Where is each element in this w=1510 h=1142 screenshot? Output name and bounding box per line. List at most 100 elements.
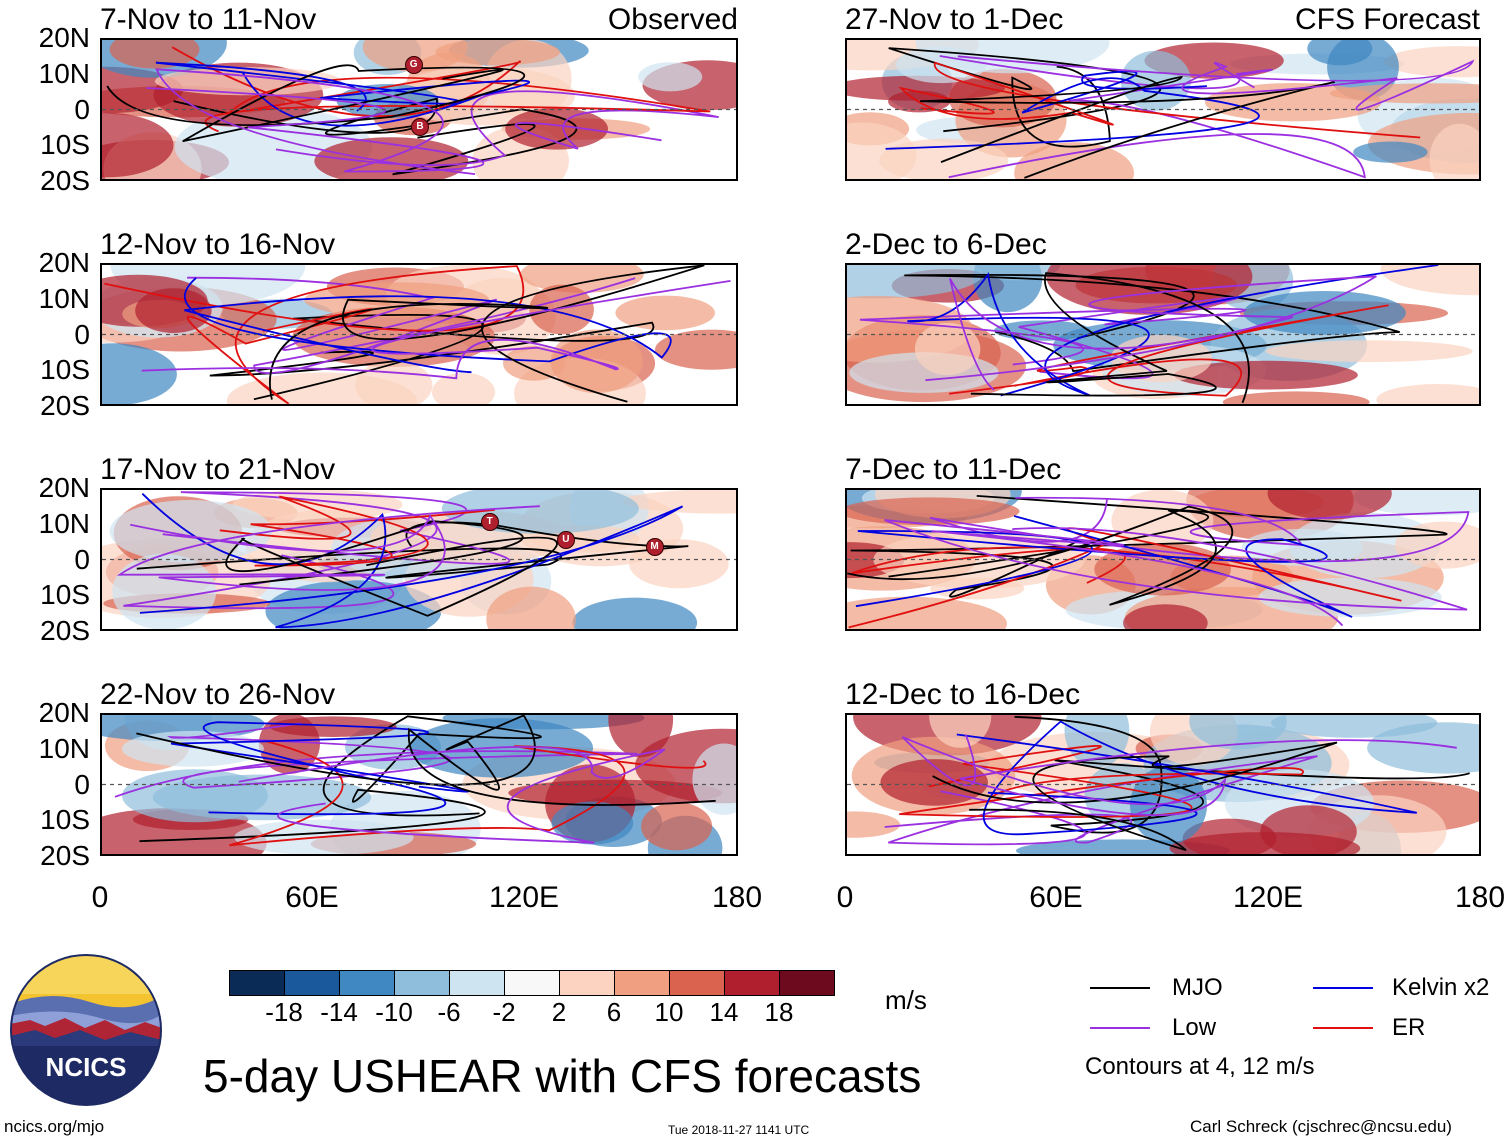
shear-blob — [929, 715, 992, 748]
map-panel-forecast-3 — [845, 488, 1481, 631]
lon-label-right-60e: 60E — [1029, 881, 1083, 914]
contour-line — [884, 755, 1318, 846]
shear-blob — [122, 769, 268, 823]
lon-label-left-0: 0 — [91, 881, 109, 914]
colorbar-tick-label: 10 — [654, 997, 684, 1027]
storm-marker: B — [411, 118, 429, 137]
shear-blob — [1169, 832, 1361, 854]
shear-blob — [135, 288, 212, 333]
footer-url[interactable]: ncics.org/mjo — [4, 1117, 105, 1136]
lat-label: 0 — [74, 318, 90, 350]
panel-title: 7-Dec to 11-Dec — [845, 453, 1062, 486]
contour-line — [956, 720, 1417, 836]
legend-line-er — [1313, 1027, 1373, 1029]
shear-blob — [112, 553, 217, 629]
map-panel-observed-2 — [100, 263, 738, 406]
legend-label-kelvin: Kelvin x2 — [1392, 974, 1490, 1001]
contour-line — [920, 75, 1336, 179]
contour-line — [957, 55, 1475, 111]
contour-line — [848, 527, 1402, 629]
colorbar-tick-label: -10 — [375, 997, 413, 1027]
lat-label: 10S — [40, 354, 90, 386]
contour-line — [116, 505, 540, 591]
lat-label: 20S — [40, 390, 90, 421]
shear-blob — [1429, 123, 1479, 179]
shear-blob — [508, 779, 723, 806]
contour-line — [884, 519, 1468, 627]
colorbar-swatch — [449, 970, 505, 996]
shear-shading — [102, 265, 736, 404]
contour-line — [114, 722, 638, 798]
contour-line — [123, 491, 511, 610]
contour-line — [141, 280, 731, 380]
lat-label: 10N — [38, 57, 90, 89]
colorbar-unit: m/s — [885, 985, 927, 1015]
colorbar-swatch — [559, 970, 615, 996]
shear-blob — [529, 284, 594, 335]
shear-shading — [847, 40, 1479, 179]
shear-blob — [847, 265, 983, 299]
contour-line — [850, 495, 1448, 598]
lat-label: 20N — [38, 472, 90, 503]
shear-blob — [102, 343, 177, 404]
lat-label: 20N — [38, 247, 90, 278]
colorbar-tick-label: 2 — [551, 997, 567, 1027]
contour-line — [970, 272, 1250, 404]
storm-marker: T — [480, 512, 499, 531]
panel-title: 17-Nov to 21-Nov — [100, 453, 336, 486]
lon-label-left-60e: 60E — [285, 881, 339, 914]
lon-label-left-120e: 120E — [488, 881, 560, 914]
contour-line — [907, 265, 1439, 397]
colorbar-swatch — [779, 970, 835, 996]
lon-label-right-120e: 120E — [1232, 881, 1304, 914]
legend-line-mjo — [1090, 987, 1150, 989]
shear-blob — [1307, 40, 1373, 66]
shear-shading — [102, 490, 736, 629]
footer-author: Carl Schreck (cjschrec@ncsu.edu) — [1190, 1117, 1452, 1136]
shear-blob — [622, 490, 736, 514]
colorbar-swatch — [339, 970, 395, 996]
forecast-label: CFS Forecast — [1294, 3, 1480, 36]
shear-blob — [1376, 384, 1479, 404]
colorbar-tick-label: -2 — [492, 997, 516, 1027]
logo-text: NCICS — [46, 1052, 127, 1082]
legend-label-low: Low — [1172, 1014, 1217, 1041]
contour-line — [225, 520, 558, 617]
panel-title: 12-Dec to 16-Dec — [845, 678, 1081, 711]
colorbar-tick-label: -14 — [320, 997, 358, 1027]
contour-line — [238, 745, 666, 844]
map-panel-forecast-1 — [845, 38, 1481, 181]
shear-blob — [608, 715, 674, 758]
legend-label-er: ER — [1392, 1014, 1426, 1041]
panel-title: 22-Nov to 26-Nov — [100, 678, 336, 711]
ncics-logo-graphic: NCICS — [10, 954, 162, 1106]
shear-blob — [102, 112, 174, 178]
shear-blob — [1123, 604, 1208, 629]
contour-line — [146, 68, 485, 175]
legend-line-kelvin — [1313, 987, 1373, 989]
shear-blob — [914, 322, 981, 376]
shear-blob — [551, 801, 634, 845]
shear-blob — [503, 345, 566, 381]
contour-line — [136, 715, 716, 806]
footer-timestamp: Tue 2018-11-27 1141 UTC — [668, 1123, 810, 1137]
panel-title: 2-Dec to 6-Dec — [845, 228, 1047, 261]
shear-shading — [847, 265, 1479, 404]
shear-blob — [880, 759, 988, 806]
colorbar-swatch — [504, 970, 560, 996]
shear-blob — [109, 40, 200, 69]
map-panel-forecast-2 — [845, 263, 1481, 406]
contour-line — [939, 55, 1366, 179]
panel-title: 7-Nov to 11-Nov — [100, 3, 317, 36]
lat-label: 10S — [40, 579, 90, 611]
contour-line — [275, 90, 719, 167]
lat-label: 10S — [40, 129, 90, 161]
shear-blob — [847, 497, 1020, 526]
shear-blob — [641, 802, 713, 851]
shear-blob — [847, 811, 901, 838]
contour-line — [104, 265, 525, 404]
shear-blob — [1189, 715, 1287, 750]
map-panel-observed-3: T U M — [100, 488, 738, 631]
contour-line — [925, 275, 1377, 391]
shear-blob — [847, 596, 1007, 629]
